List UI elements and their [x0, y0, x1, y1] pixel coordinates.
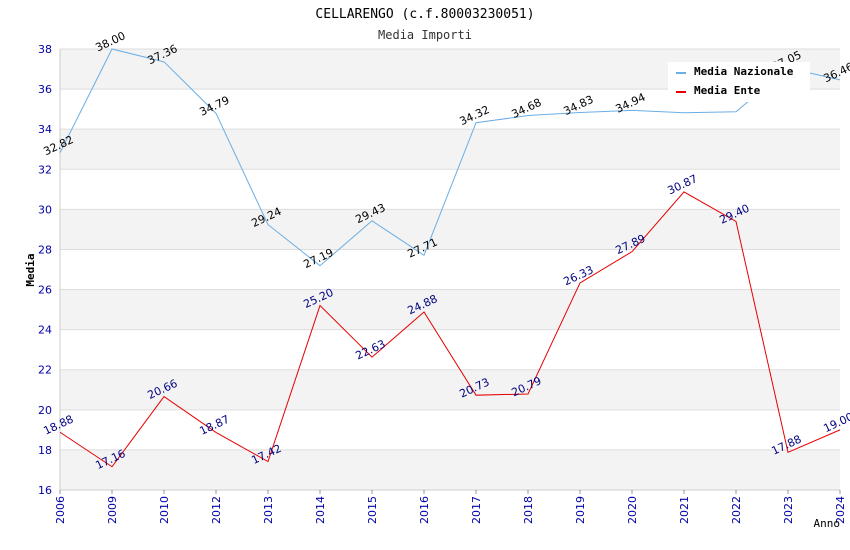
data-label: 34.68 — [509, 96, 543, 121]
x-tick-labels: 2006 2009 2010 2012 2013 2014 2015 2016 2017 2018… — [54, 490, 847, 524]
y-tick-label: 22 — [38, 364, 52, 377]
y-tick-label: 18 — [38, 444, 52, 457]
gridlines — [60, 48, 840, 491]
data-label: 22.63 — [353, 337, 387, 362]
y-tick-label: 16 — [38, 484, 52, 497]
x-tick-label: 2016 — [418, 496, 431, 524]
y-tick-labels: 16 18 20 22 24 26 28 30 32 34 36 38 — [38, 43, 52, 497]
x-tick-label: 2013 — [262, 496, 275, 524]
x-tick-label: 2017 — [470, 496, 483, 524]
y-tick-label: 24 — [38, 324, 52, 337]
y-tick-label: 36 — [38, 83, 52, 96]
data-label: 18.87 — [197, 413, 231, 438]
x-tick-label: 2023 — [782, 496, 795, 524]
y-tick-label: 30 — [38, 203, 52, 216]
x-tick-label: 2006 — [54, 496, 67, 524]
series-lines — [59, 48, 841, 468]
y-tick-label: 34 — [38, 123, 52, 136]
chart-subtitle: Media Importi — [378, 28, 472, 42]
x-tick-label: 2014 — [314, 496, 327, 524]
y-tick-label: 28 — [38, 243, 52, 256]
x-tick-label: 2020 — [626, 496, 639, 524]
legend-label-media-nazionale: Media Nazionale — [694, 65, 794, 78]
data-label: 34.83 — [561, 93, 595, 118]
x-tick-label: 2015 — [366, 496, 379, 524]
series-line-media-nazionale — [59, 48, 841, 267]
x-tick-label: 2021 — [678, 496, 691, 524]
y-tick-label: 26 — [38, 284, 52, 297]
data-label: 26.33 — [561, 263, 595, 288]
y-tick-label: 38 — [38, 43, 52, 56]
data-label: 34.32 — [457, 103, 491, 128]
legend-label-media-ente: Media Ente — [694, 84, 761, 97]
series-line-media-ente — [59, 191, 841, 468]
y-tick-label: 20 — [38, 404, 52, 417]
legend: Media Nazionale Media Ente — [668, 62, 810, 102]
x-tick-label: 2019 — [574, 496, 587, 524]
plot-band — [60, 129, 840, 170]
x-tick-label: 2012 — [210, 496, 223, 524]
plot-band — [60, 289, 840, 330]
x-tick-label: 2010 — [158, 496, 171, 524]
plot-band — [60, 449, 840, 490]
y-tick-label: 32 — [38, 163, 52, 176]
x-tick-label: 2018 — [522, 496, 535, 524]
x-tick-label: 2009 — [106, 496, 119, 524]
plot-band — [60, 209, 840, 250]
chart-title: CELLARENGO (c.f.80003230051) — [315, 7, 534, 22]
plot-band — [60, 369, 840, 410]
plot-bands — [60, 49, 840, 490]
x-tick-label: 2024 — [834, 496, 847, 524]
y-axis-title: Media — [24, 253, 37, 286]
data-label: 34.79 — [197, 94, 231, 119]
x-tick-label: 2022 — [730, 496, 743, 524]
legend-box — [668, 62, 810, 102]
x-axis-title: Anno — [814, 517, 841, 530]
data-label: 34.94 — [613, 91, 647, 116]
